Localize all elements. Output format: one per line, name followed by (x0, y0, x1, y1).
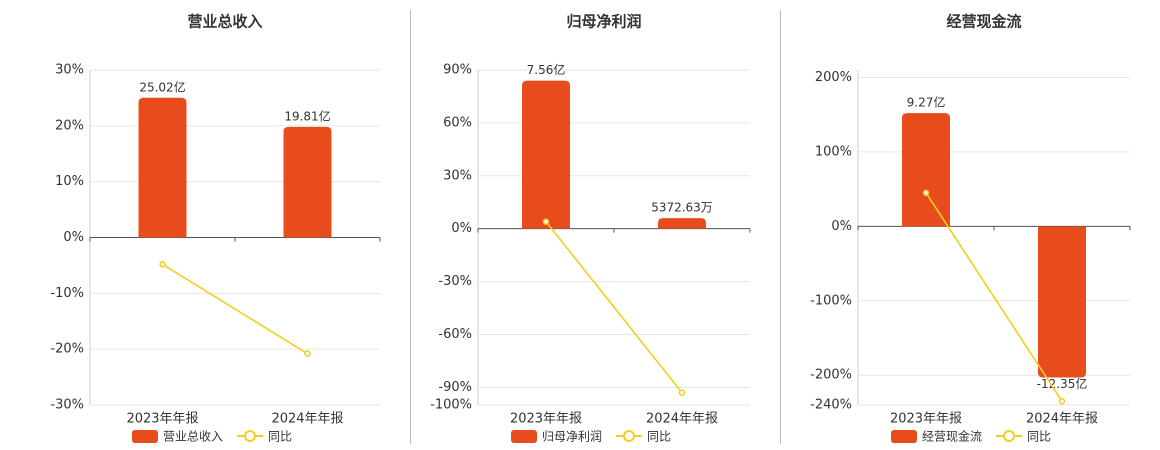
data-label: 5372.63万 (651, 201, 713, 215)
line-point (1058, 398, 1066, 405)
line-point (304, 350, 311, 357)
x-tick-label: 2024年年报 (271, 412, 343, 427)
y-tick-label: 60% (443, 115, 472, 130)
y-tick-label: 0% (451, 221, 472, 236)
bar (658, 218, 706, 229)
x-tick-label: 2024年年报 (646, 412, 718, 427)
y-tick-label: -100% (810, 293, 852, 308)
legend-swatch (1003, 430, 1016, 442)
line-point (159, 261, 166, 268)
y-tick-label: 100% (815, 144, 852, 159)
y-tick-label: 0% (831, 219, 852, 234)
x-tick-label: 2023年年报 (126, 412, 198, 427)
chart-title: 营业总收入 (187, 13, 262, 31)
legend-swatch (244, 430, 257, 442)
bar (138, 97, 187, 238)
line (545, 221, 683, 394)
legend-label: 同比 (1027, 430, 1051, 444)
y-tick-label: -90% (438, 380, 472, 395)
legend-label: 同比 (647, 430, 671, 444)
line (162, 263, 308, 355)
legend-swatch (623, 430, 636, 442)
x-tick-label: 2023年年报 (510, 412, 582, 427)
bar (1038, 226, 1086, 378)
y-tick-label: 10% (55, 174, 84, 189)
y-tick-label: -30% (50, 398, 84, 413)
y-tick-label: -20% (50, 342, 84, 357)
x-tick-label: 2024年年报 (1026, 412, 1098, 427)
y-tick-label: -10% (50, 286, 84, 301)
line-point (922, 189, 930, 197)
legend-label: 归母净利润 (542, 430, 602, 444)
y-tick-label: 30% (443, 168, 472, 183)
y-tick-label: 20% (55, 118, 84, 133)
legend-label: 经营现金流 (922, 429, 982, 444)
data-label: 19.81亿 (284, 108, 330, 123)
y-tick-label: -100% (430, 398, 472, 413)
y-tick-label: 90% (443, 63, 472, 78)
data-label: -12.35亿 (1037, 376, 1088, 391)
data-label: 9.27亿 (907, 95, 946, 110)
y-tick-label: -240% (810, 398, 852, 413)
line (925, 192, 1063, 402)
y-tick-label: 200% (815, 70, 852, 85)
chart-title: 归母净利润 (566, 13, 641, 31)
data-label: 7.56亿 (527, 62, 566, 77)
data-label: 25.02亿 (139, 79, 185, 94)
bar (902, 113, 950, 227)
chart-title: 经营现金流 (946, 13, 1021, 31)
line-point (542, 218, 550, 225)
y-tick-label: -30% (438, 274, 472, 289)
y-tick-label: 30% (55, 63, 84, 78)
bar (522, 80, 570, 229)
x-tick-label: 2023年年报 (890, 412, 962, 427)
legend-swatch (132, 430, 158, 443)
legend-label: 营业总收入 (163, 430, 223, 444)
line-point (678, 389, 686, 396)
y-tick-label: -200% (810, 368, 852, 383)
legend-swatch (511, 430, 537, 443)
legend-label: 同比 (268, 430, 292, 444)
legend-swatch (891, 430, 917, 443)
bar (283, 126, 332, 238)
y-tick-label: -60% (438, 327, 472, 342)
y-tick-label: 0% (63, 230, 84, 245)
